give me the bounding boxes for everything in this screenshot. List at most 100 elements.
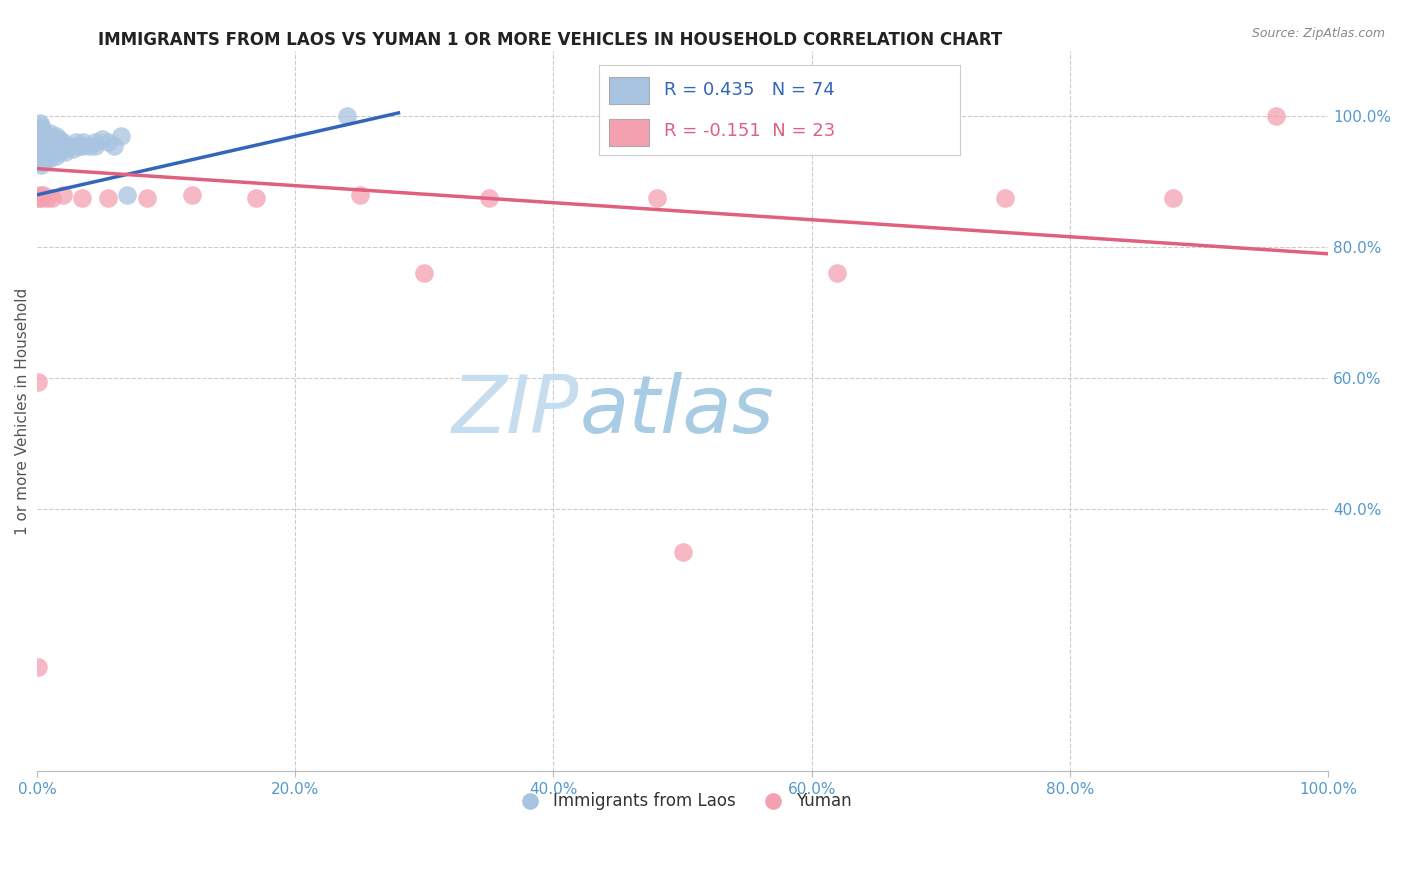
Point (70, 191, 93, 205)
Point (27, 659, 49, 673)
Point (1161, 191, 1184, 205)
Point (994, 191, 1017, 205)
Point (34, 126, 56, 140)
Point (27, 128, 49, 143)
Point (37, 136, 59, 150)
Point (38, 132, 60, 146)
Point (58, 138, 80, 153)
Point (28, 155, 51, 169)
Point (49, 136, 72, 150)
Point (37, 145, 59, 160)
Point (70, 138, 93, 153)
Point (28, 122, 51, 136)
Point (28, 136, 51, 150)
Point (31, 152, 53, 166)
Y-axis label: 1 or more Vehicles in Household: 1 or more Vehicles in Household (15, 287, 30, 534)
Point (27, 191, 49, 205)
Point (38, 145, 60, 160)
Point (97, 136, 120, 150)
Point (53, 145, 76, 160)
Text: atlas: atlas (579, 372, 773, 450)
Point (27, 132, 49, 146)
Point (35, 128, 58, 143)
Point (48, 145, 70, 160)
Point (34, 132, 56, 146)
Point (38, 128, 60, 143)
Point (30, 136, 52, 150)
Point (72, 136, 94, 150)
Point (39, 132, 62, 146)
Point (413, 267, 436, 281)
Point (32, 128, 55, 143)
Point (35, 128, 58, 143)
Point (48, 132, 70, 146)
Point (38, 126, 60, 140)
Point (38, 152, 60, 166)
Point (32, 132, 55, 146)
Point (67, 138, 90, 153)
Point (27, 138, 49, 153)
Point (32, 155, 55, 169)
Point (52, 142, 75, 156)
Point (39, 138, 62, 153)
Point (31, 122, 53, 136)
Point (30, 158, 52, 172)
Point (77, 138, 100, 153)
Point (336, 109, 359, 123)
Point (103, 138, 125, 153)
Point (28, 126, 51, 140)
Point (31, 138, 53, 153)
Point (30, 148, 52, 162)
Point (180, 187, 202, 202)
Point (827, 267, 849, 281)
Point (30, 191, 52, 205)
Point (42, 138, 65, 153)
Point (52, 187, 75, 202)
Point (45, 128, 67, 143)
Point (44, 136, 66, 150)
Point (97, 191, 120, 205)
Text: IMMIGRANTS FROM LAOS VS YUMAN 1 OR MORE VEHICLES IN HOUSEHOLD CORRELATION CHART: IMMIGRANTS FROM LAOS VS YUMAN 1 OR MORE … (98, 31, 1002, 49)
Point (245, 191, 267, 205)
Point (117, 187, 139, 202)
Point (37, 132, 59, 146)
Point (41, 191, 63, 205)
Point (30, 119, 52, 133)
Point (34, 142, 56, 156)
Point (31, 126, 53, 140)
Point (41, 136, 63, 150)
Point (27, 375, 49, 389)
Text: Source: ZipAtlas.com: Source: ZipAtlas.com (1251, 27, 1385, 40)
Point (90, 132, 112, 146)
Point (62, 142, 84, 156)
Point (27, 148, 49, 162)
Point (110, 128, 132, 143)
Point (45, 148, 67, 162)
Point (37, 191, 59, 205)
Point (52, 136, 75, 150)
Text: ZIP: ZIP (451, 372, 579, 450)
Legend: Immigrants from Laos, Yuman: Immigrants from Laos, Yuman (506, 786, 859, 817)
Point (32, 142, 55, 156)
Point (35, 138, 58, 153)
Point (46, 138, 69, 153)
Point (84, 136, 107, 150)
Point (58, 138, 80, 153)
Point (28, 126, 51, 140)
Point (349, 187, 371, 202)
Point (1265, 109, 1288, 123)
Point (34, 152, 56, 166)
Point (30, 126, 52, 140)
Point (28, 145, 51, 160)
Point (32, 187, 55, 202)
Point (135, 191, 157, 205)
Point (41, 142, 63, 156)
Point (38, 136, 60, 150)
Point (671, 545, 693, 559)
Point (28, 187, 51, 202)
Point (35, 148, 58, 162)
Point (31, 128, 53, 143)
Point (478, 191, 501, 205)
Point (84, 138, 107, 153)
Point (42, 145, 65, 160)
